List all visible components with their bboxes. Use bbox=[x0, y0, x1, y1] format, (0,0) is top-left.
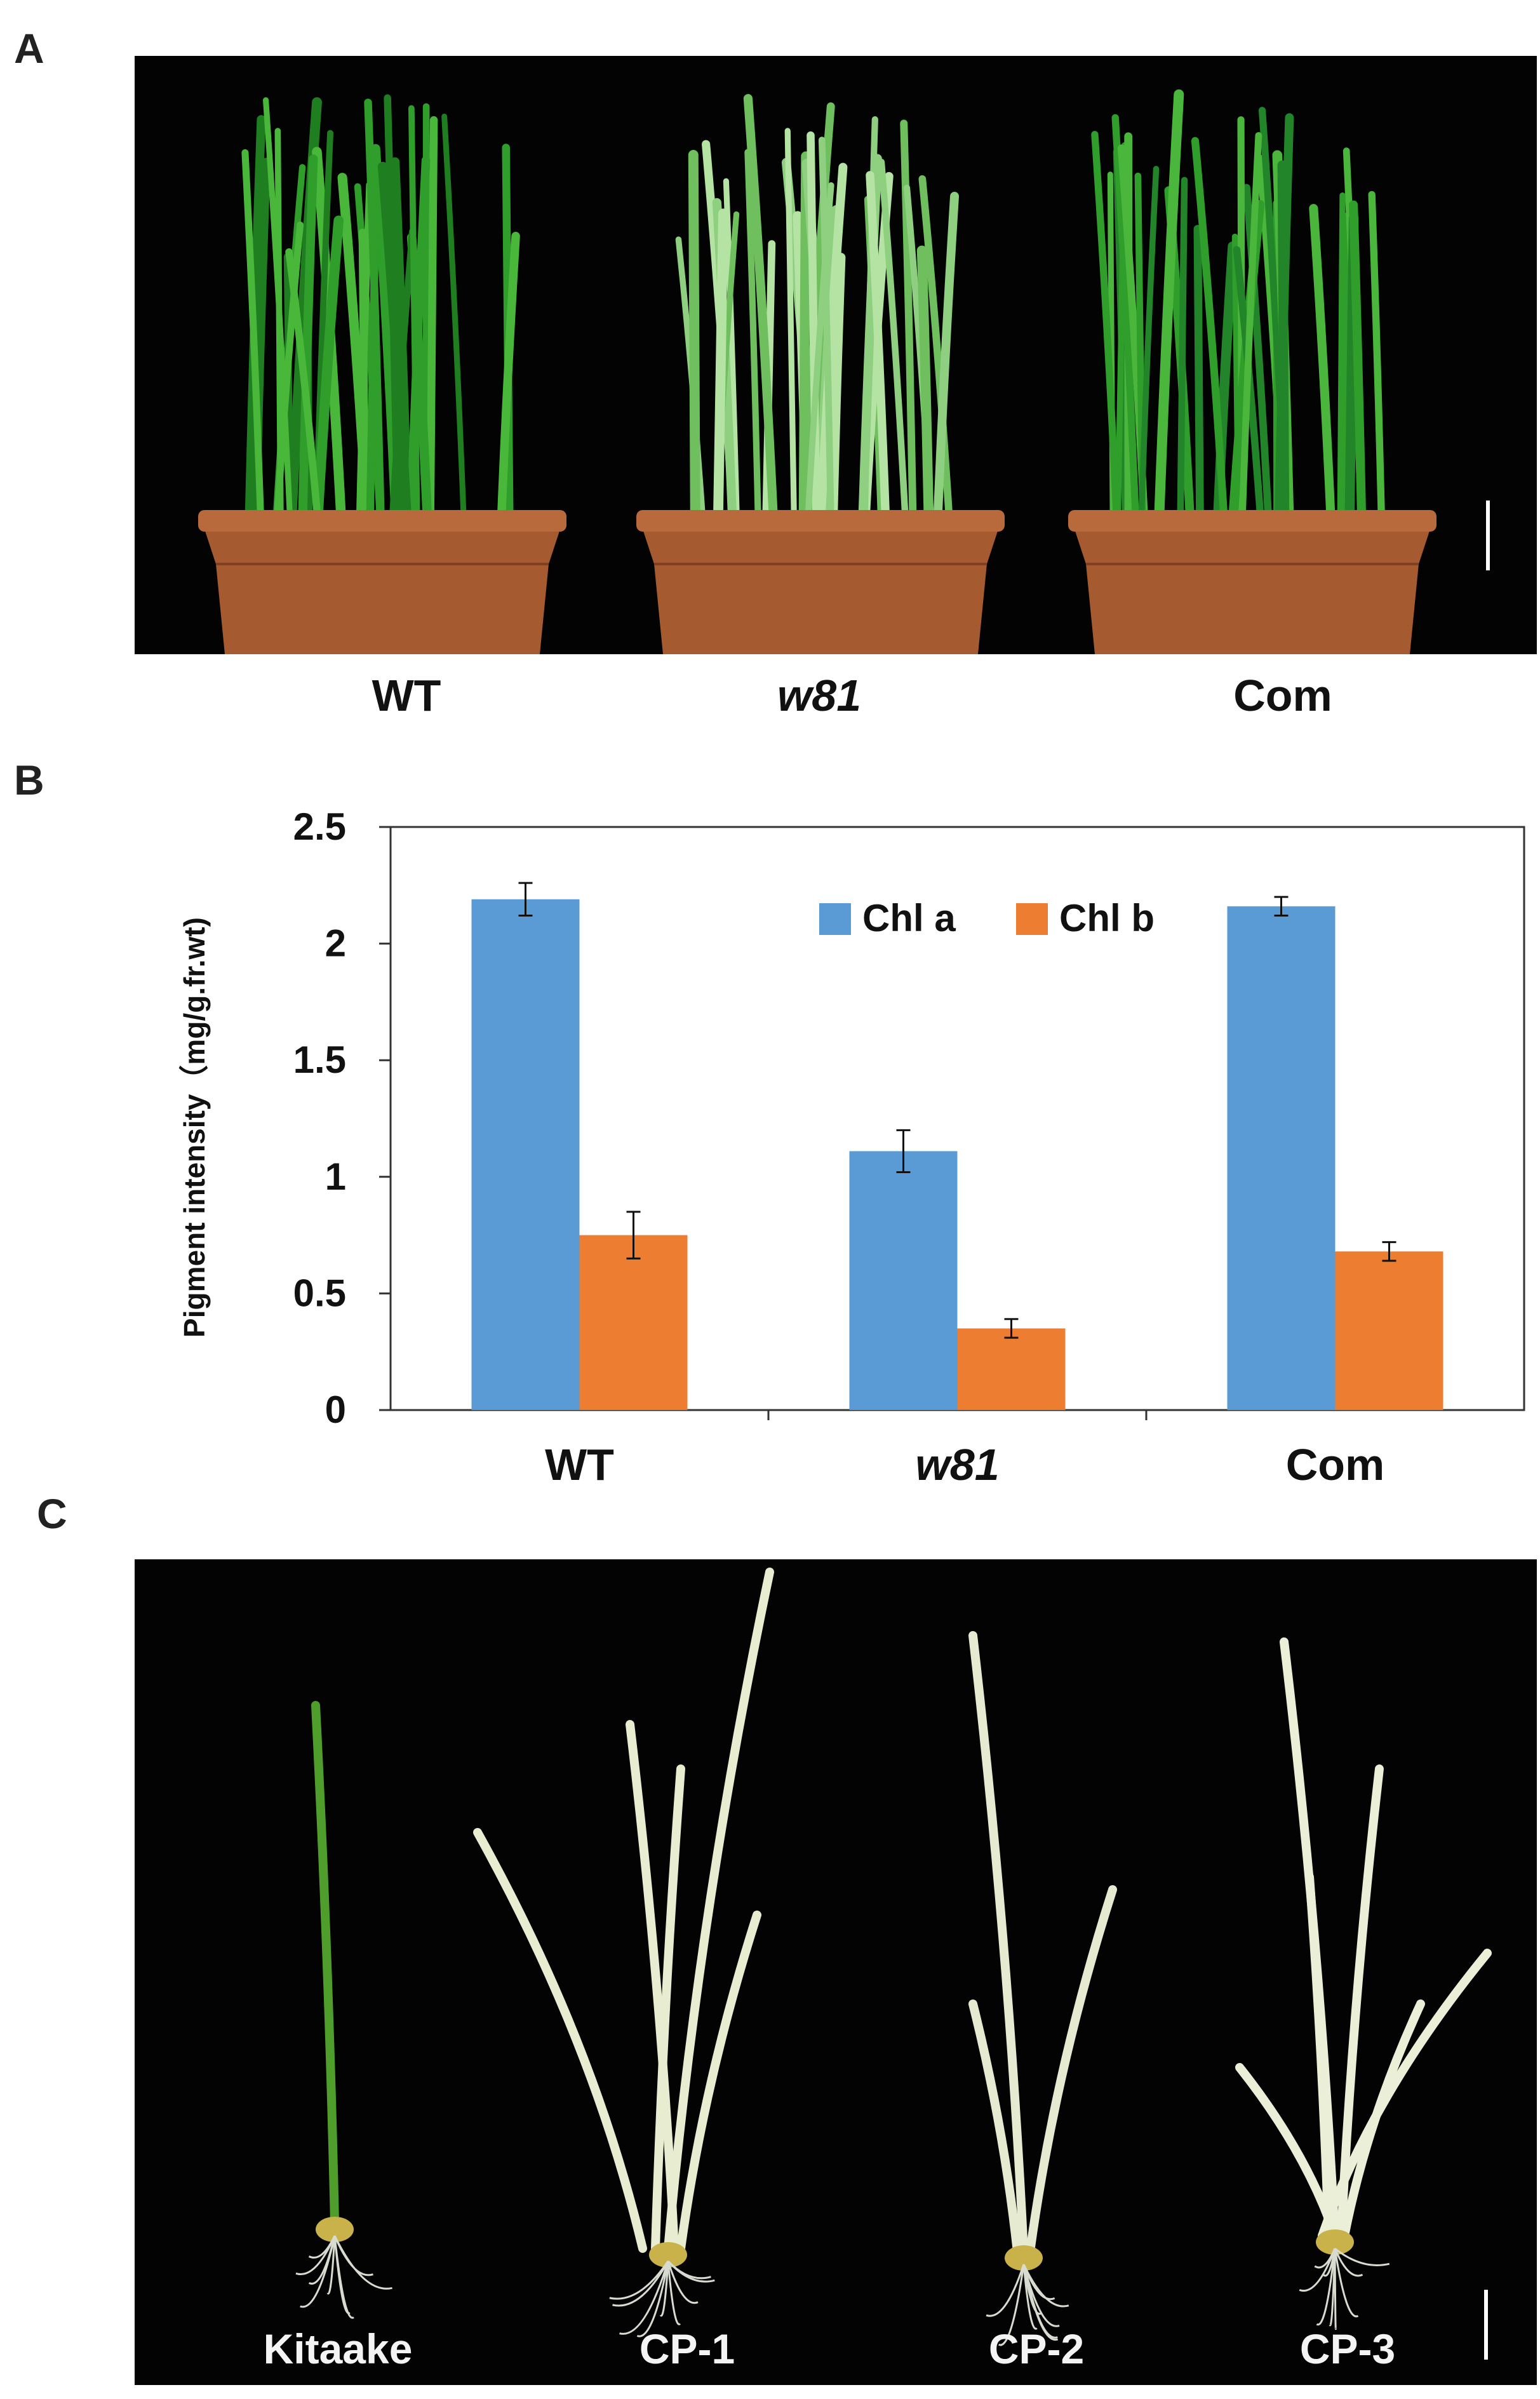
panel-b-letter: B bbox=[14, 756, 44, 803]
y-tick-label: 0 bbox=[325, 1388, 346, 1431]
seedling-cp-3 bbox=[1235, 1637, 1492, 2330]
x-tick-label-com: Com bbox=[1286, 1440, 1385, 1489]
bar-chl-b-wt bbox=[579, 1235, 688, 1410]
panel-c-label-cp2: CP-2 bbox=[988, 2325, 1085, 2372]
panel-a-letter: A bbox=[14, 25, 44, 72]
seedling-pots bbox=[198, 89, 1436, 654]
leaf-blades-wt bbox=[241, 94, 520, 518]
panel-c-label-cp3: CP-3 bbox=[1299, 2325, 1396, 2372]
panel-c-label-cp1: CP-1 bbox=[639, 2325, 735, 2372]
bar-chl-a-w81 bbox=[849, 1151, 958, 1410]
panel-a-label-wt: WT bbox=[372, 671, 441, 720]
panel-a-label-com: Com bbox=[1233, 671, 1332, 720]
y-axis-title: Pigment intensity（mg/g.fr.wt) bbox=[178, 917, 211, 1338]
seedlings bbox=[295, 1568, 1492, 2346]
legend-label-chl-a: Chl a bbox=[862, 897, 956, 939]
seedling-cp-1 bbox=[473, 1568, 774, 2337]
y-tick-label: 1 bbox=[325, 1155, 346, 1198]
seedling-cp-2 bbox=[968, 1631, 1117, 2346]
panel-a-label-w81: w81 bbox=[777, 671, 862, 720]
y-tick-label: 0.5 bbox=[293, 1272, 346, 1314]
bar-chl-a-wt bbox=[471, 899, 580, 1410]
x-tick-label-w81: w81 bbox=[915, 1440, 999, 1489]
pot-wt bbox=[198, 510, 566, 654]
y-tick-label: 1.5 bbox=[293, 1038, 346, 1081]
y-tick-label: 2 bbox=[325, 922, 346, 965]
seedling-kitaake bbox=[295, 1701, 392, 2319]
scale-bar bbox=[1484, 2290, 1488, 2360]
pot-w81 bbox=[636, 510, 1005, 654]
y-tick-label: 2.5 bbox=[293, 805, 346, 848]
leaf-blades-com bbox=[1091, 89, 1385, 518]
panel-a-seedlings-image bbox=[198, 89, 1490, 654]
bar-chl-a-com bbox=[1227, 906, 1336, 1410]
panel-c-letter: C bbox=[37, 1490, 67, 1537]
panel-c-photo: Kitaake CP-1 CP-2 CP-3 bbox=[135, 1559, 1537, 2385]
bar-chl-b-com bbox=[1335, 1251, 1443, 1410]
leaf-blades-w81 bbox=[675, 94, 960, 518]
pot-com bbox=[1068, 510, 1436, 654]
scale-bar bbox=[1486, 501, 1490, 570]
panel-a-photo bbox=[135, 56, 1537, 654]
legend-label-chl-b: Chl b bbox=[1059, 897, 1155, 939]
panel-b-chart: Pigment intensity（mg/g.fr.wt) 0 0.5 1 1.5 2 2… bbox=[178, 805, 1525, 1489]
x-tick-label-wt: WT bbox=[545, 1440, 614, 1489]
panel-c-label-kitaake: Kitaake bbox=[263, 2325, 413, 2372]
bar-chl-b-w81 bbox=[957, 1328, 1066, 1410]
panel-c-seedlings-image bbox=[295, 1568, 1492, 2360]
legend-swatch-chl-b bbox=[1016, 903, 1048, 935]
legend-swatch-chl-a bbox=[819, 903, 851, 935]
